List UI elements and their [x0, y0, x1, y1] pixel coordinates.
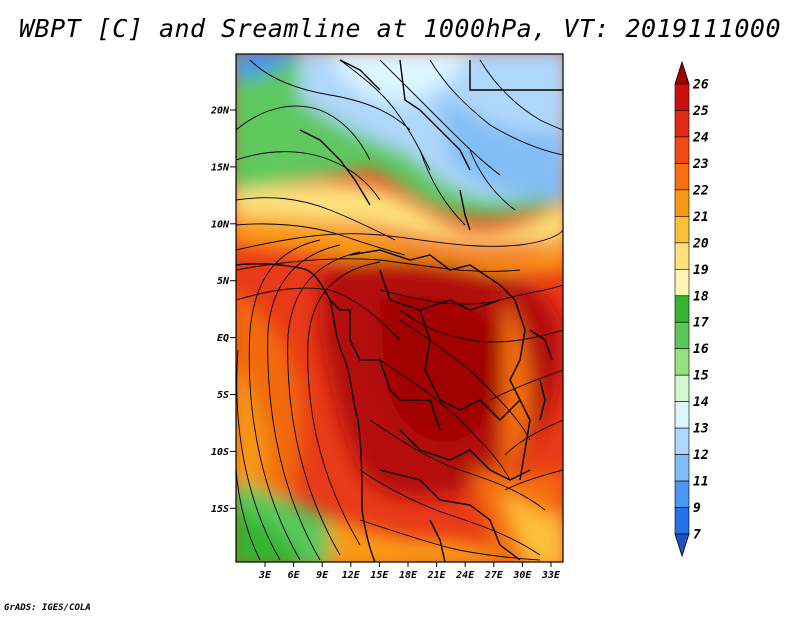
lon-tick-label: 3E [258, 570, 272, 581]
colorbar-swatch [674, 374, 690, 402]
colorbar-label: 21 [692, 210, 709, 225]
lat-tick-label: 15N [211, 162, 230, 173]
political-boundaries [236, 59, 563, 562]
lat-tick-label: 10N [211, 219, 230, 230]
colorbar-label: 18 [693, 289, 709, 304]
colorbar-swatch [674, 268, 690, 297]
colorbar-swatch [674, 242, 690, 270]
lon-tick-label: 24E [455, 570, 475, 581]
colorbar-label: 22 [692, 183, 709, 198]
longitude-axis: 3E 6E 9E 12E 15E 18E 21E 24E 27E 30E 33E [258, 562, 561, 581]
colorbar-swatch [674, 189, 690, 217]
lon-tick-label: 12E [342, 570, 361, 581]
colorbar-swatch [674, 480, 690, 508]
colorbar-label: 17 [693, 316, 709, 331]
lon-tick-label: 6E [288, 570, 301, 581]
footer-credit: GrADS: IGES/COLA [4, 603, 91, 613]
latitude-axis: 20N 15N 10N 5N EQ 5S 10S 15S [210, 106, 236, 515]
wbpt-field [236, 54, 563, 562]
map-title: WBPT [C] and Sreamline at 1000hPa, VT: 2… [18, 14, 781, 43]
lon-tick-label: 18E [399, 570, 418, 581]
lon-tick-label: 33E [541, 570, 561, 581]
lon-tick-label: 15E [370, 570, 389, 581]
map-frame [235, 53, 564, 563]
colorbar-swatch [674, 136, 690, 164]
colorbar-swatch [674, 110, 690, 138]
colorbar-swatch [674, 295, 690, 323]
lon-tick-label: 30E [512, 570, 532, 581]
colorbar-min-arrow [674, 533, 690, 558]
lon-tick-label: 27E [484, 570, 504, 581]
lat-tick-label: 10S [211, 447, 229, 458]
colorbar-label: 9 [693, 501, 701, 516]
colorbar-label: 16 [693, 342, 709, 357]
lat-tick-label: 5N [217, 276, 230, 287]
colorbar-swatch [674, 216, 690, 244]
colorbar-swatch [674, 163, 690, 191]
colorbar-label: 13 [693, 422, 709, 437]
colorbar-label: 19 [693, 263, 709, 278]
colorbar-max-arrow [674, 60, 690, 85]
colorbar-swatch [674, 427, 690, 455]
lon-tick-label: 9E [316, 570, 329, 581]
colorbar-label: 14 [693, 395, 709, 410]
streamlines [236, 59, 563, 561]
colorbar-label: 20 [692, 236, 709, 251]
colorbar-label: 25 [692, 104, 709, 119]
lat-tick-label: EQ [217, 333, 229, 344]
lat-tick-label: 5S [217, 390, 229, 401]
lon-tick-label: 21E [427, 570, 447, 581]
colorbar-label: 15 [693, 369, 709, 384]
lat-tick-label: 20N [210, 106, 230, 117]
colorbar-swatch [674, 401, 690, 429]
colorbar-label: 12 [693, 448, 709, 463]
colorbar-swatch [674, 348, 690, 376]
colorbar-swatch [674, 83, 690, 111]
lat-tick-label: 15S [211, 504, 229, 515]
colorbar: 26 25 24 23 22 21 20 19 18 17 16 15 14 13 12 11 9 7 [674, 60, 709, 558]
colorbar-swatch [674, 321, 690, 350]
colorbar-label: 26 [692, 78, 709, 93]
colorbar-swatch [674, 454, 690, 482]
colorbar-label: 24 [692, 130, 709, 145]
colorbar-label: 23 [692, 157, 709, 172]
colorbar-label: 11 [693, 475, 709, 490]
colorbar-swatch [674, 507, 690, 535]
colorbar-label: 7 [693, 528, 701, 543]
